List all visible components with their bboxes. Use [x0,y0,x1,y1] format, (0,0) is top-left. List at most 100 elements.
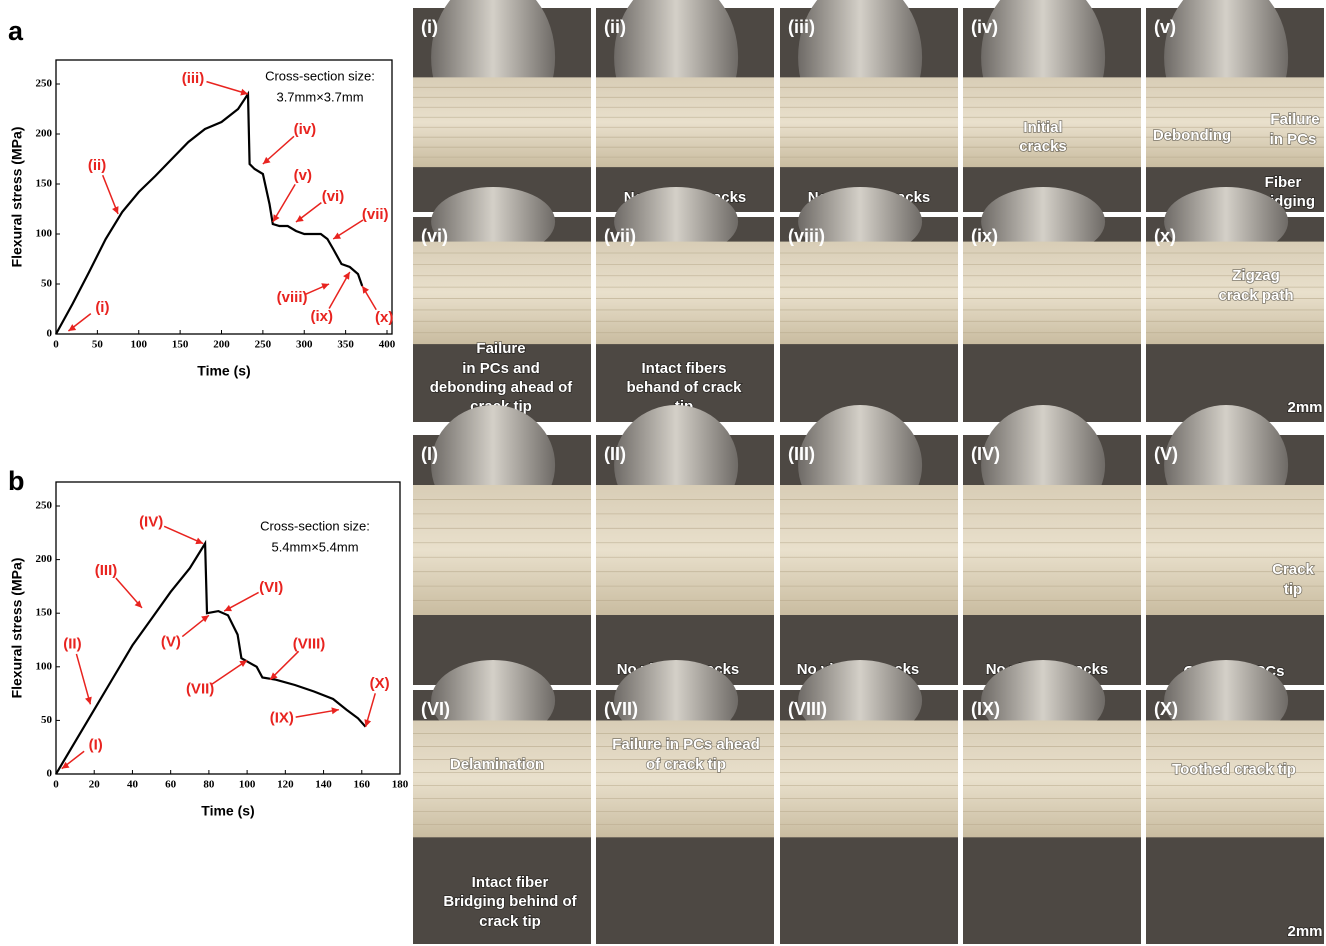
photo-note: cracks [1019,138,1067,155]
annotation-label: (v) [294,167,312,184]
photo: (I) [413,405,591,685]
annotation-arrow [76,654,90,704]
y-tick-label: 150 [36,178,53,190]
photo-label: (i) [421,17,438,37]
arrow-head [333,232,341,239]
photo: (ix) [963,187,1141,422]
x-tick-label: 0 [53,339,59,351]
specimen [780,77,958,167]
photo-note: debonding ahead of [430,379,573,396]
specimen [413,242,591,345]
photo-note: Debonding [1153,127,1231,144]
photo-label: (VII) [604,699,638,719]
y-axis-title: Flexural stress (MPa) [9,558,25,699]
photo-note: Initial [1023,119,1062,136]
x-axis-title: Time (s) [197,363,250,379]
photo-note: 2mm [1287,399,1322,416]
photo-note: Failure in PCs ahead [612,736,760,753]
photo-label: (x) [1154,226,1176,246]
specimen [413,485,591,615]
photo-label: (IX) [971,699,1000,719]
x-tick-label: 120 [277,779,294,791]
specimen [596,485,774,615]
photo: (V)CracktipCracks in PCs [1146,405,1324,685]
photo-note: Delamination [450,756,544,773]
annotation-label: (ix) [311,308,334,325]
photo-label: (V) [1154,444,1178,464]
annotation-label: (ii) [88,157,106,174]
photo-note: 2mm [1287,923,1322,940]
annotation-label: (II) [63,635,81,652]
x-tick-label: 100 [239,779,256,791]
annotation-label: (VI) [259,579,283,596]
chart-note: Cross-section size: [260,518,370,533]
photo-note: Failure [1270,111,1319,128]
photo-note: behand of crack [626,379,742,396]
y-tick-label: 200 [36,128,53,140]
annotation-label: (viii) [277,289,308,306]
x-tick-label: 160 [354,779,371,791]
photo-label: (IV) [971,444,1000,464]
specimen [963,720,1141,837]
x-tick-label: 0 [53,779,59,791]
x-tick-label: 180 [392,779,409,791]
y-tick-label: 50 [41,714,53,726]
specimen [413,77,591,167]
specimen [1146,720,1324,837]
annotation-label: (VIII) [293,636,326,653]
x-tick-label: 100 [131,339,148,351]
photo-note: in PCs [1270,131,1317,148]
specimen [596,77,774,167]
x-tick-label: 200 [213,339,230,351]
page: {"panel_labels": ["a", "b"], "chart_data… [0,0,1326,946]
x-tick-label: 400 [379,339,396,351]
photo-label: (II) [604,444,626,464]
photo-note: in PCs and [462,360,540,377]
specimen [413,720,591,837]
y-tick-label: 100 [36,228,53,240]
photo: (III)No visible cracks [780,405,958,685]
x-axis-title: Time (s) [201,803,254,819]
photo-note: Intact fibers [641,360,726,377]
x-tick-label: 150 [172,339,189,351]
chart-note: 5.4mm×5.4mm [271,539,358,554]
arrow-head [239,660,247,667]
specimen [963,242,1141,345]
photo-note: Failure [476,340,525,357]
annotation-label: (vii) [362,206,389,223]
y-tick-label: 150 [36,607,53,619]
photo: (viii) [780,187,958,422]
x-tick-label: 300 [296,339,313,351]
x-tick-label: 20 [89,779,101,791]
chart-note: Cross-section size: [265,68,375,83]
y-tick-label: 0 [47,328,53,340]
annotation-label: (IV) [139,513,163,530]
photo-label: (VIII) [788,699,827,719]
annotation-label: (IX) [270,710,294,727]
x-tick-label: 140 [315,779,332,791]
y-tick-label: 0 [47,768,53,780]
annotation-label: (I) [89,737,103,754]
specimen [596,242,774,345]
annotation-label: (vi) [322,188,345,205]
y-tick-label: 250 [36,78,53,90]
photo: (ii)No visible cracks [596,0,774,212]
x-tick-label: 80 [203,779,215,791]
y-tick-label: 50 [41,278,53,290]
photo-label: (vi) [421,226,448,246]
photo-label: (iii) [788,17,815,37]
photo: (i) [413,0,591,212]
x-tick-label: 350 [337,339,354,351]
photo-note: Fiber [1265,174,1302,191]
annotation-label: (i) [95,299,109,316]
specimen [780,485,958,615]
specimen [780,720,958,837]
photo-note: crack path [1218,287,1293,304]
photo-note: crack tip [479,913,541,930]
